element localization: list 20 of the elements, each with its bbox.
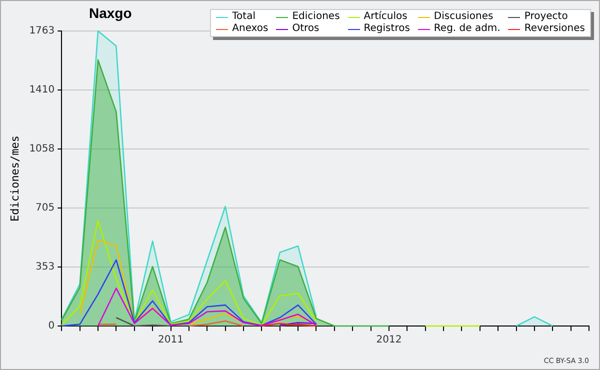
legend-label: Reg. de adm. xyxy=(434,23,500,35)
legend-label: Discusiones xyxy=(434,11,494,23)
legend-label: Registros xyxy=(364,23,410,35)
legend-label: Anexos xyxy=(232,23,268,35)
legend-label: Artículos xyxy=(364,11,408,23)
y-tick-label: 705 xyxy=(36,202,55,214)
legend-label: Proyecto xyxy=(524,11,568,23)
y-tick-label: 0 xyxy=(48,320,55,332)
y-axis-title: Ediciones/mes xyxy=(8,135,22,222)
legend-label: Ediciones xyxy=(292,11,340,23)
y-tick-label: 1763 xyxy=(29,26,55,37)
x-tick-label: 2012 xyxy=(376,334,402,346)
y-tick-label: 1410 xyxy=(29,84,55,96)
y-tick-label: 353 xyxy=(36,262,55,273)
x-tick-label: 2011 xyxy=(158,334,184,346)
legend-label: Total xyxy=(232,11,256,23)
legend-label: Reversiones xyxy=(524,23,585,35)
y-tick-label: 1058 xyxy=(29,144,55,155)
chart-title: Naxgo xyxy=(89,5,132,21)
legend-label: Otros xyxy=(292,23,320,35)
